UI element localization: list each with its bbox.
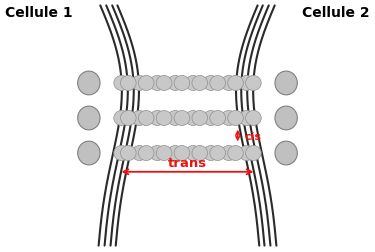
Ellipse shape xyxy=(210,146,225,161)
Ellipse shape xyxy=(167,146,183,161)
Ellipse shape xyxy=(156,146,172,161)
Ellipse shape xyxy=(210,76,225,91)
Ellipse shape xyxy=(174,146,190,161)
Text: Cellule 2: Cellule 2 xyxy=(302,6,370,20)
Ellipse shape xyxy=(156,76,172,91)
Ellipse shape xyxy=(120,146,136,161)
Ellipse shape xyxy=(132,76,147,91)
Ellipse shape xyxy=(78,107,100,130)
Ellipse shape xyxy=(221,146,237,161)
Ellipse shape xyxy=(185,76,201,91)
Text: trans: trans xyxy=(168,156,207,169)
Ellipse shape xyxy=(246,146,261,161)
Ellipse shape xyxy=(174,111,190,126)
Ellipse shape xyxy=(150,111,165,126)
Ellipse shape xyxy=(239,76,255,91)
Ellipse shape xyxy=(185,111,201,126)
Ellipse shape xyxy=(78,142,100,165)
Ellipse shape xyxy=(150,76,165,91)
Ellipse shape xyxy=(78,72,100,96)
Ellipse shape xyxy=(246,76,261,91)
Ellipse shape xyxy=(192,76,208,91)
Ellipse shape xyxy=(239,146,255,161)
Ellipse shape xyxy=(114,146,129,161)
Ellipse shape xyxy=(138,111,154,126)
Ellipse shape xyxy=(132,111,147,126)
Ellipse shape xyxy=(221,111,237,126)
Ellipse shape xyxy=(192,111,208,126)
Ellipse shape xyxy=(221,76,237,91)
Ellipse shape xyxy=(120,76,136,91)
Text: cis: cis xyxy=(244,131,261,141)
Ellipse shape xyxy=(150,146,165,161)
Text: Cellule 1: Cellule 1 xyxy=(5,6,73,20)
Ellipse shape xyxy=(210,111,225,126)
Ellipse shape xyxy=(156,111,172,126)
Ellipse shape xyxy=(174,76,190,91)
Ellipse shape xyxy=(239,111,255,126)
Ellipse shape xyxy=(228,76,243,91)
Ellipse shape xyxy=(114,111,129,126)
Ellipse shape xyxy=(275,72,297,96)
Ellipse shape xyxy=(132,146,147,161)
Ellipse shape xyxy=(275,142,297,165)
Ellipse shape xyxy=(275,107,297,130)
Ellipse shape xyxy=(138,76,154,91)
Ellipse shape xyxy=(203,146,219,161)
Ellipse shape xyxy=(228,111,243,126)
Ellipse shape xyxy=(203,76,219,91)
Ellipse shape xyxy=(246,111,261,126)
Ellipse shape xyxy=(138,146,154,161)
Ellipse shape xyxy=(167,76,183,91)
Ellipse shape xyxy=(167,111,183,126)
Ellipse shape xyxy=(114,76,129,91)
Ellipse shape xyxy=(203,111,219,126)
Ellipse shape xyxy=(192,146,208,161)
Ellipse shape xyxy=(120,111,136,126)
Ellipse shape xyxy=(228,146,243,161)
Ellipse shape xyxy=(185,146,201,161)
